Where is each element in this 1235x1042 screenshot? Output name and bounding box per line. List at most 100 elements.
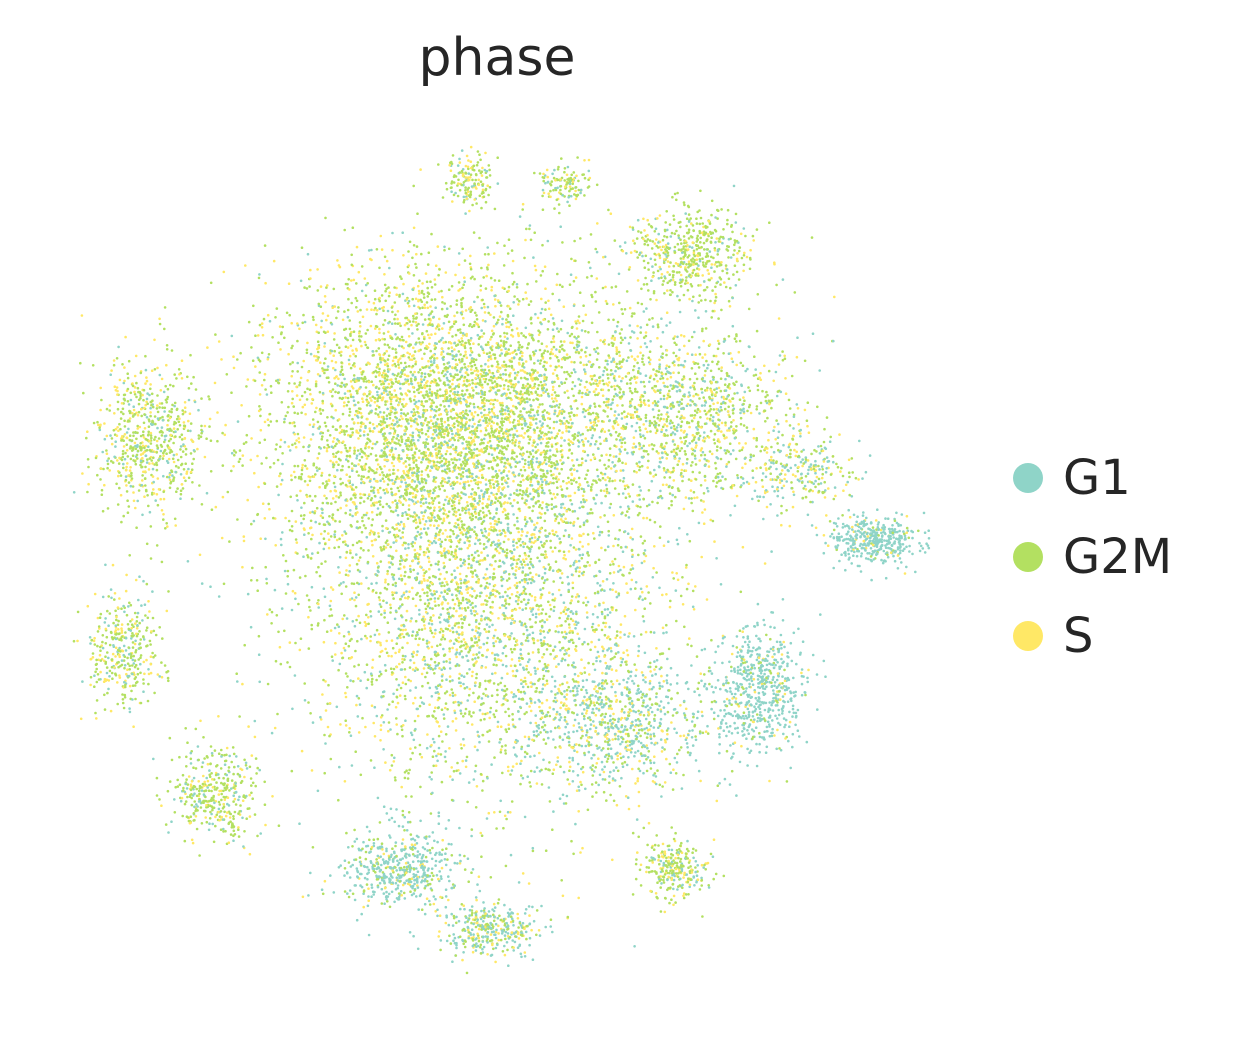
scatter-point-g2m [614, 430, 618, 434]
scatter-point-s [295, 439, 298, 442]
scatter-point-g2m [348, 731, 351, 734]
scatter-point-s [353, 446, 356, 450]
scatter-point-g2m [396, 336, 400, 339]
scatter-point-g2m [395, 678, 398, 681]
scatter-point-g1 [444, 750, 447, 753]
scatter-point-g2m [602, 382, 606, 386]
scatter-point-g2m [550, 340, 553, 344]
scatter-point-s [378, 296, 381, 300]
scatter-point-g2m [465, 574, 468, 578]
scatter-point-s [379, 234, 383, 238]
scatter-point-s [543, 265, 547, 269]
scatter-point-g2m [521, 657, 524, 660]
scatter-point-g2m [455, 299, 459, 302]
scatter-point-g2m [349, 366, 353, 370]
scatter-point-g2m [419, 545, 422, 548]
scatter-point-g2m [477, 325, 481, 329]
scatter-point-g1 [421, 458, 425, 461]
scatter-point-g2m [429, 563, 433, 567]
scatter-point-g2m [388, 390, 392, 394]
scatter-point-g2m [344, 585, 348, 588]
scatter-point-g2m [594, 290, 597, 294]
scatter-point-g1 [468, 409, 472, 413]
scatter-point-g2m [343, 228, 347, 232]
scatter-point-g2m [296, 339, 299, 343]
scatter-point-s [350, 279, 353, 282]
scatter-point-g2m [510, 427, 514, 431]
scatter-point-g2m [534, 501, 538, 504]
scatter-point-s [359, 492, 362, 496]
scatter-point-g2m [333, 349, 337, 353]
scatter-point-g2m [399, 686, 403, 690]
scatter-point-g2m [333, 530, 337, 533]
scatter-point-s [399, 415, 403, 418]
scatter-point-g1 [482, 642, 486, 646]
scatter-point-g2m [584, 350, 587, 354]
scatter-point-g2m [463, 868, 467, 871]
scatter-point-g1 [440, 454, 444, 458]
scatter-point-s [445, 391, 449, 395]
scatter-point-g2m [289, 362, 292, 366]
scatter-point-g1 [424, 445, 428, 448]
scatter-point-g2m [431, 668, 435, 671]
scatter-point-g2m [472, 664, 476, 667]
scatter-point-g1 [690, 664, 693, 667]
scatter-point-s [442, 341, 446, 344]
scatter-point-g2m [320, 437, 324, 441]
scatter-point-g2m [528, 618, 532, 621]
scatter-point-s [615, 803, 619, 807]
scatter-point-g2m [478, 685, 481, 689]
scatter-point-s [380, 398, 384, 402]
scatter-point-s [473, 410, 477, 414]
scatter-point-g2m [305, 287, 309, 290]
scatter-point-g2m [383, 255, 387, 259]
scatter-point-g2m [477, 337, 481, 341]
scatter-point-g2m [289, 495, 293, 499]
scatter-point-s [490, 410, 494, 413]
scatter-point-g2m [252, 304, 255, 308]
scatter-point-s [356, 421, 360, 425]
scatter-point-g2m [263, 244, 267, 247]
scatter-point-g2m [330, 415, 333, 419]
scatter-point-g1 [470, 834, 473, 838]
scatter-point-g2m [530, 545, 533, 548]
scatter-point-g2m [314, 473, 317, 476]
scatter-point-g2m [491, 333, 495, 336]
scatter-point-s [644, 427, 647, 431]
scatter-point-s [402, 469, 405, 473]
scatter-point-g2m [422, 396, 426, 399]
scatter-point-s [522, 465, 526, 469]
scatter-point-g1 [533, 666, 536, 670]
scatter-point-g2m [290, 525, 294, 528]
scatter-point-s [437, 467, 440, 470]
scatter-point-g2m [462, 644, 466, 647]
scatter-point-s [570, 599, 573, 602]
scatter-point-g1 [564, 529, 567, 532]
scatter-point-g1 [659, 489, 662, 493]
scatter-point-g1 [475, 560, 479, 564]
scatter-point-s [364, 444, 368, 448]
scatter-point-g2m [438, 577, 441, 581]
scatter-point-g1 [473, 448, 476, 451]
scatter-point-g2m [465, 389, 469, 392]
scatter-point-g1 [209, 585, 212, 588]
scatter-point-g2m [361, 519, 364, 523]
scatter-point-g2m [386, 358, 390, 361]
scatter-point-g2m [362, 500, 366, 503]
scatter-point-s [429, 469, 432, 473]
scatter-point-s [371, 666, 374, 669]
scatter-point-g2m [348, 475, 352, 479]
scatter-point-g2m [274, 316, 277, 319]
scatter-point-g2m [422, 502, 425, 505]
scatter-point-g2m [543, 724, 547, 727]
scatter-point-g2m [390, 336, 393, 340]
scatter-point-g2m [447, 423, 450, 427]
scatter-point-g2m [336, 508, 340, 512]
scatter-point-s [356, 411, 360, 415]
scatter-point-g2m [432, 764, 436, 768]
scatter-point-g1 [385, 417, 389, 421]
scatter-point-s [520, 434, 523, 438]
scatter-point-g1 [434, 664, 438, 668]
scatter-point-g2m [550, 445, 554, 448]
